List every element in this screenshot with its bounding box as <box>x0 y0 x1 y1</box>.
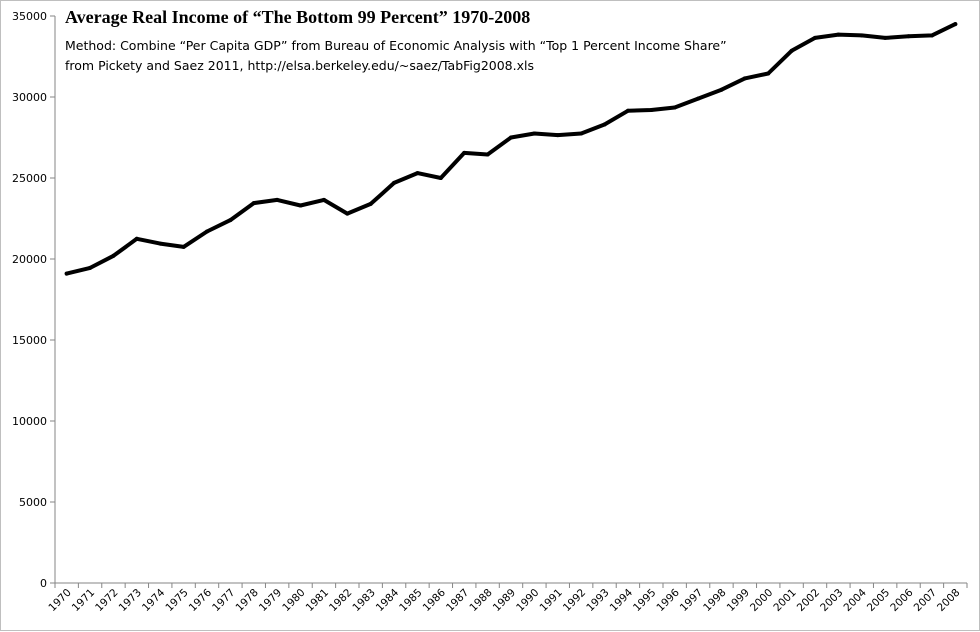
data-point <box>345 211 350 216</box>
x-tick-label: 2002 <box>795 587 822 614</box>
data-point <box>251 201 256 206</box>
data-point <box>602 122 607 127</box>
x-tick-label: 1971 <box>70 587 97 614</box>
y-tick-label: 35000 <box>12 10 47 23</box>
data-point <box>789 48 794 53</box>
x-tick-label: 1979 <box>257 587 284 614</box>
data-point <box>929 33 934 38</box>
data-point <box>181 244 186 249</box>
x-tick-label: 1995 <box>631 587 658 614</box>
x-tick-label: 1998 <box>701 587 728 614</box>
y-tick-label: 0 <box>40 577 47 590</box>
x-tick-label: 2008 <box>935 587 962 614</box>
y-tick-label: 25000 <box>12 172 47 185</box>
data-point <box>228 218 233 223</box>
data-point <box>415 171 420 176</box>
x-tick-label: 2000 <box>748 587 775 614</box>
x-tick-label: 1989 <box>491 587 518 614</box>
x-tick-label: 1992 <box>561 587 588 614</box>
data-point <box>64 271 69 276</box>
data-point <box>579 131 584 136</box>
x-tick-label: 1975 <box>163 587 190 614</box>
data-point <box>321 197 326 202</box>
x-tick-label: 2005 <box>865 587 892 614</box>
x-tick-label: 1987 <box>444 587 471 614</box>
y-tick-label: 5000 <box>19 496 47 509</box>
x-tick-label: 2003 <box>818 587 845 614</box>
x-tick-label: 2001 <box>771 587 798 614</box>
x-tick-label: 1970 <box>46 587 73 614</box>
data-point <box>111 253 116 258</box>
x-tick-label: 1996 <box>654 586 682 614</box>
chart-title: Average Real Income of “The Bottom 99 Pe… <box>65 7 531 27</box>
data-point <box>836 32 841 37</box>
x-tick-label: 1993 <box>584 587 611 614</box>
chart-subtitle-line-1: Method: Combine “Per Capita GDP” from Bu… <box>65 38 727 53</box>
x-tick-label: 1976 <box>187 586 215 614</box>
x-axis-ticks: 1970197119721973197419751976197719781979… <box>46 583 968 614</box>
axes <box>54 16 967 584</box>
data-point <box>438 176 443 180</box>
data-point <box>368 201 373 206</box>
x-tick-label: 1977 <box>210 587 237 614</box>
data-point <box>813 35 817 40</box>
y-axis-ticks: 0 5000 10000 15000 20000 25000 30000 35000 <box>12 10 55 590</box>
data-point <box>649 107 654 112</box>
y-tick-label: 30000 <box>12 91 47 104</box>
x-tick-label: 1997 <box>678 587 705 614</box>
x-tick-label: 1978 <box>234 587 261 614</box>
x-tick-label: 1994 <box>608 586 636 614</box>
data-point <box>134 236 139 241</box>
data-point <box>485 152 490 157</box>
data-point <box>883 35 888 40</box>
data-point <box>158 241 163 246</box>
data-point <box>953 22 958 27</box>
x-tick-label: 1991 <box>538 587 565 614</box>
x-tick-label: 1981 <box>304 587 331 614</box>
data-point <box>859 33 864 38</box>
data-point <box>719 87 724 92</box>
data-point <box>766 71 771 76</box>
data-point <box>509 135 513 140</box>
x-tick-label: 1984 <box>374 586 402 614</box>
data-point <box>392 180 397 185</box>
x-tick-label: 2004 <box>842 586 870 614</box>
x-tick-label: 1972 <box>93 587 120 614</box>
x-tick-label: 1973 <box>117 587 144 614</box>
series <box>64 22 958 276</box>
y-tick-label: 10000 <box>12 415 47 428</box>
y-tick-label: 15000 <box>12 334 47 347</box>
data-point <box>205 229 209 234</box>
x-tick-label: 1990 <box>514 587 541 614</box>
data-point <box>625 108 630 113</box>
x-tick-label: 1985 <box>397 587 424 614</box>
y-tick-label: 20000 <box>12 253 47 266</box>
data-point <box>88 265 93 270</box>
data-point <box>298 203 303 208</box>
x-tick-label: 1986 <box>421 586 449 614</box>
x-tick-label: 1988 <box>467 587 494 614</box>
x-tick-label: 2007 <box>912 587 939 614</box>
data-point <box>672 105 677 110</box>
x-tick-label: 1980 <box>280 587 307 614</box>
x-tick-label: 1974 <box>140 586 168 614</box>
data-point <box>906 34 911 39</box>
x-tick-label: 2006 <box>888 586 916 614</box>
data-point <box>532 131 537 136</box>
x-tick-label: 1982 <box>327 587 354 614</box>
data-point <box>275 197 280 202</box>
data-point <box>742 76 747 81</box>
x-tick-label: 1983 <box>350 587 377 614</box>
chart-subtitle-line-2: from Pickety and Saez 2011, http://elsa.… <box>65 58 534 73</box>
x-tick-label: 1999 <box>725 587 752 614</box>
data-point <box>462 150 467 155</box>
data-point <box>696 96 701 101</box>
data-point <box>555 133 560 138</box>
